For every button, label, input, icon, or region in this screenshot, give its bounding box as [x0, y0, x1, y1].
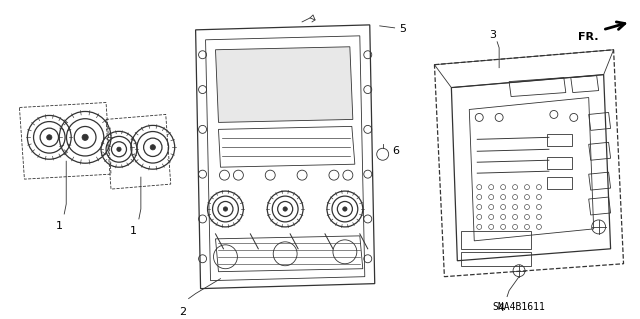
Bar	[461, 231, 531, 249]
Text: 5: 5	[399, 24, 406, 34]
Text: 3: 3	[490, 30, 497, 40]
Circle shape	[47, 135, 52, 140]
Circle shape	[117, 147, 121, 152]
Circle shape	[343, 207, 347, 211]
Circle shape	[223, 207, 228, 211]
Text: 1: 1	[129, 226, 136, 236]
Bar	[547, 157, 572, 169]
Polygon shape	[216, 47, 353, 122]
Bar	[461, 252, 531, 266]
Circle shape	[150, 145, 156, 150]
Text: 6: 6	[393, 146, 399, 156]
Circle shape	[283, 207, 287, 211]
Circle shape	[82, 134, 88, 140]
Bar	[547, 134, 572, 146]
Text: SNA4B1611: SNA4B1611	[493, 301, 545, 312]
Text: 1: 1	[56, 221, 63, 231]
Bar	[547, 177, 572, 189]
Text: 2: 2	[179, 307, 186, 316]
Text: FR.: FR.	[578, 32, 598, 42]
Text: 4: 4	[497, 302, 505, 313]
